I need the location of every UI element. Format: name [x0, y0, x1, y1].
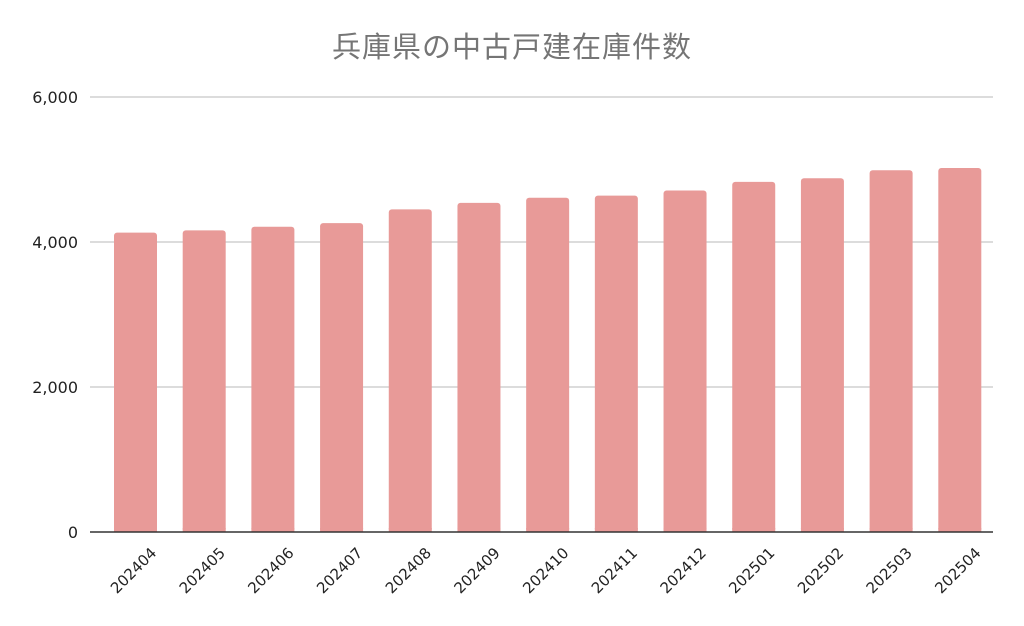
bar-202412: [663, 190, 707, 532]
bar-base-202412: [663, 528, 707, 532]
bar-base-202409: [457, 528, 501, 532]
bar-202504: [938, 168, 982, 533]
bar-base-202408: [388, 528, 432, 532]
bar-base-202407: [320, 528, 364, 532]
bar-base-202502: [800, 528, 844, 532]
bar-base-202504: [938, 528, 982, 532]
x-tick-label: 202504: [931, 544, 984, 597]
bar-202406: [251, 226, 295, 532]
bar-202503: [869, 170, 913, 532]
y-tick-label: 6,000: [32, 88, 78, 107]
x-tick-label: 202412: [657, 544, 710, 597]
x-tick-label: 202406: [244, 544, 297, 597]
x-tick-label: 202405: [176, 544, 229, 597]
chart-title: 兵庫県の中古戸建在庫件数: [331, 30, 692, 64]
bars: [114, 168, 982, 533]
x-tick-labels: 202404 202405 202406 202407 202408 202409 2024…: [107, 544, 985, 597]
bar-202405: [182, 230, 226, 532]
y-tick-labels: 0 2,000 4,000 6,000: [32, 88, 78, 542]
bar-base-202501: [732, 528, 776, 532]
y-tick-label: 2,000: [32, 378, 78, 397]
x-tick-label: 202408: [382, 544, 435, 597]
bar-base-202404: [114, 528, 157, 532]
x-tick-label: 202410: [519, 544, 572, 597]
bar-202502: [800, 178, 844, 532]
bar-202411: [594, 195, 638, 532]
bar-202410: [526, 197, 570, 532]
bar-base-202503: [869, 528, 913, 532]
x-tick-label: 202404: [107, 544, 160, 597]
bar-base-202410: [526, 528, 570, 532]
bar-base-202406: [251, 528, 295, 532]
bar-base-202405: [182, 528, 226, 532]
x-tick-label: 202503: [863, 544, 916, 597]
x-tick-label: 202407: [313, 544, 366, 597]
bar-202408: [388, 209, 432, 532]
y-tick-label: 4,000: [32, 233, 78, 252]
bar-202409: [457, 202, 501, 532]
y-tick-label: 0: [68, 523, 78, 542]
bar-202404: [114, 232, 157, 532]
x-tick-label: 202502: [794, 544, 847, 597]
bar-base-202411: [594, 528, 638, 532]
bar-202407: [320, 223, 364, 532]
x-tick-label: 202411: [588, 544, 641, 597]
x-tick-label: 202501: [725, 544, 778, 597]
bar-202501: [732, 181, 776, 532]
x-tick-label: 202409: [450, 544, 503, 597]
